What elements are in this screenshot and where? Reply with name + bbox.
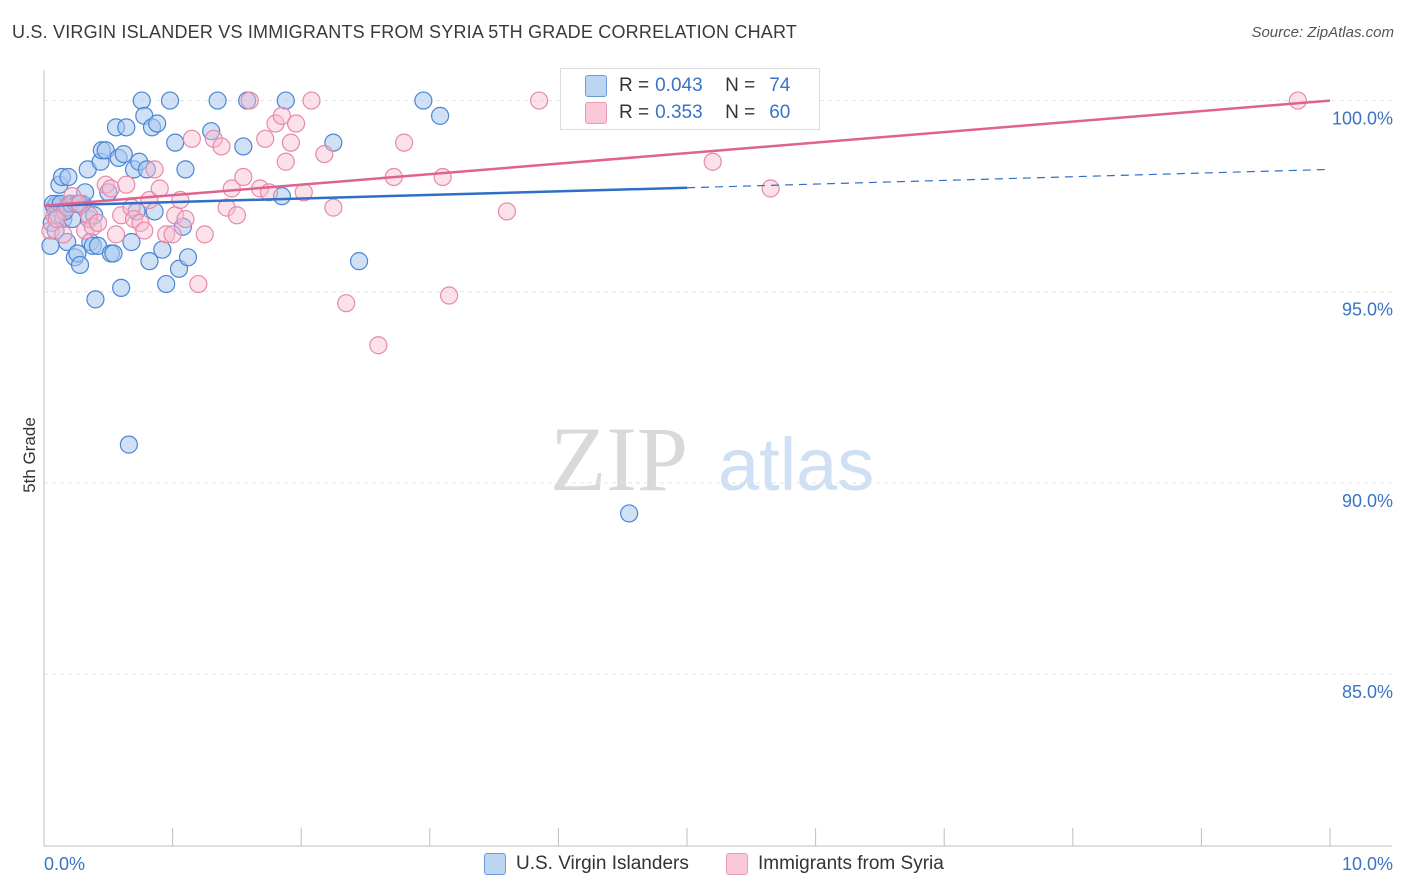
y-tick-label: 100.0%: [1332, 109, 1393, 129]
data-point-syria: [157, 225, 176, 244]
data-point-syria: [204, 129, 223, 148]
legend-row-virgin-islanders: R = 0.043 N = 74: [585, 73, 790, 99]
data-point-syria: [88, 213, 108, 233]
trend-line-virgin-islanders: [43, 186, 688, 207]
data-point-syria: [135, 221, 154, 240]
data-point-syria: [433, 167, 452, 187]
data-point-virgin-islanders: [70, 255, 90, 275]
data-point-virgin-islanders: [112, 278, 131, 297]
data-point-syria: [54, 225, 73, 244]
data-point-syria: [315, 144, 334, 164]
data-point-syria: [227, 206, 246, 225]
trend-line-syria: [43, 99, 1331, 207]
legend-n-label: N =: [725, 75, 756, 96]
data-point-syria: [234, 167, 253, 187]
legend-n-value: 60: [769, 102, 791, 123]
data-point-syria: [272, 106, 292, 125]
bottom-legend-swatch-pink: [726, 853, 748, 875]
data-point-syria: [761, 179, 780, 198]
data-point-virgin-islanders: [208, 91, 227, 110]
data-point-virgin-islanders: [119, 435, 138, 454]
data-point-virgin-islanders: [414, 91, 433, 110]
data-point-virgin-islanders: [160, 91, 180, 110]
data-point-virgin-islanders: [114, 144, 133, 164]
legend-r-value: 0.043: [655, 75, 703, 96]
legend-swatch-blue: [585, 75, 607, 97]
data-point-virgin-islanders: [86, 290, 105, 309]
data-point-syria: [1288, 91, 1307, 110]
chart-title: U.S. VIRGIN ISLANDER VS IMMIGRANTS FROM …: [12, 22, 798, 42]
legend-row-syria: R = 0.353 N = 60: [585, 100, 790, 126]
legend-n-value: 74: [769, 75, 791, 96]
data-point-virgin-islanders: [176, 160, 195, 179]
data-point-virgin-islanders: [349, 252, 369, 271]
data-point-syria: [324, 198, 343, 217]
data-point-virgin-islanders: [166, 133, 185, 152]
bottom-legend-label: Immigrants from Syria: [758, 853, 944, 874]
data-point-syria: [150, 179, 169, 198]
data-point-virgin-islanders: [153, 240, 172, 259]
data-point-virgin-islanders: [430, 106, 450, 125]
watermark-zip: ZIP: [550, 408, 688, 510]
data-point-virgin-islanders: [59, 167, 78, 187]
source-label: Source: ZipAtlas.com: [1251, 24, 1394, 41]
legend-r-label: R =: [619, 75, 650, 96]
data-point-syria: [145, 160, 164, 179]
legend-swatch-pink: [585, 102, 607, 124]
data-point-syria: [240, 91, 259, 110]
data-point-syria: [439, 286, 459, 305]
data-point-syria: [281, 133, 301, 152]
data-point-syria: [106, 225, 126, 244]
data-point-syria: [217, 198, 236, 217]
legend-n-label: N =: [725, 102, 756, 123]
trend-line-virgin-islanders-extension: [686, 168, 1331, 189]
data-point-syria: [163, 225, 182, 244]
data-point-virgin-islanders: [132, 91, 151, 110]
data-point-syria: [286, 114, 306, 133]
data-point-syria: [369, 336, 388, 355]
watermark-atlas: atlas: [718, 423, 874, 506]
data-point-syria: [256, 129, 275, 148]
data-point-syria: [276, 152, 295, 171]
data-point-syria: [212, 137, 231, 156]
data-point-syria: [117, 175, 136, 194]
bottom-legend-swatch-blue: [484, 853, 506, 875]
bottom-legend-virgin-islanders: U.S. Virgin Islanders: [484, 852, 689, 876]
data-point-syria: [302, 91, 321, 110]
data-point-syria: [189, 274, 208, 294]
data-point-syria: [497, 202, 517, 221]
y-tick-label: 85.0%: [1342, 682, 1393, 702]
data-point-syria: [195, 225, 214, 244]
y-tick-label: 90.0%: [1342, 491, 1393, 511]
x-tick-label-max: 10.0%: [1342, 854, 1393, 874]
data-point-syria: [337, 294, 356, 313]
data-point-virgin-islanders: [276, 91, 295, 110]
data-point-syria: [47, 209, 66, 229]
data-point-virgin-islanders: [620, 504, 639, 523]
data-point-virgin-islanders: [157, 274, 176, 294]
data-point-syria: [101, 179, 120, 198]
data-point-syria: [703, 152, 722, 171]
data-point-syria: [394, 133, 414, 152]
data-point-syria: [176, 209, 195, 229]
data-point-virgin-islanders: [178, 248, 198, 267]
bottom-legend-syria: Immigrants from Syria: [726, 852, 944, 876]
data-point-syria: [530, 91, 549, 110]
correlation-legend: R = 0.043 N = 74 R = 0.353 N = 60: [560, 68, 820, 130]
y-tick-label: 95.0%: [1342, 300, 1393, 320]
data-point-virgin-islanders: [148, 114, 167, 133]
data-point-virgin-islanders: [122, 232, 141, 252]
bottom-legend-label: U.S. Virgin Islanders: [516, 853, 689, 874]
x-tick-label-min: 0.0%: [44, 854, 85, 874]
data-point-virgin-islanders: [137, 160, 156, 179]
data-point-virgin-islanders: [117, 118, 136, 137]
legend-r-label: R =: [619, 102, 650, 123]
legend-r-value: 0.353: [655, 102, 703, 123]
data-point-syria: [182, 129, 201, 148]
data-point-virgin-islanders: [234, 137, 253, 156]
data-point-virgin-islanders: [104, 244, 123, 263]
data-point-virgin-islanders: [140, 252, 159, 271]
